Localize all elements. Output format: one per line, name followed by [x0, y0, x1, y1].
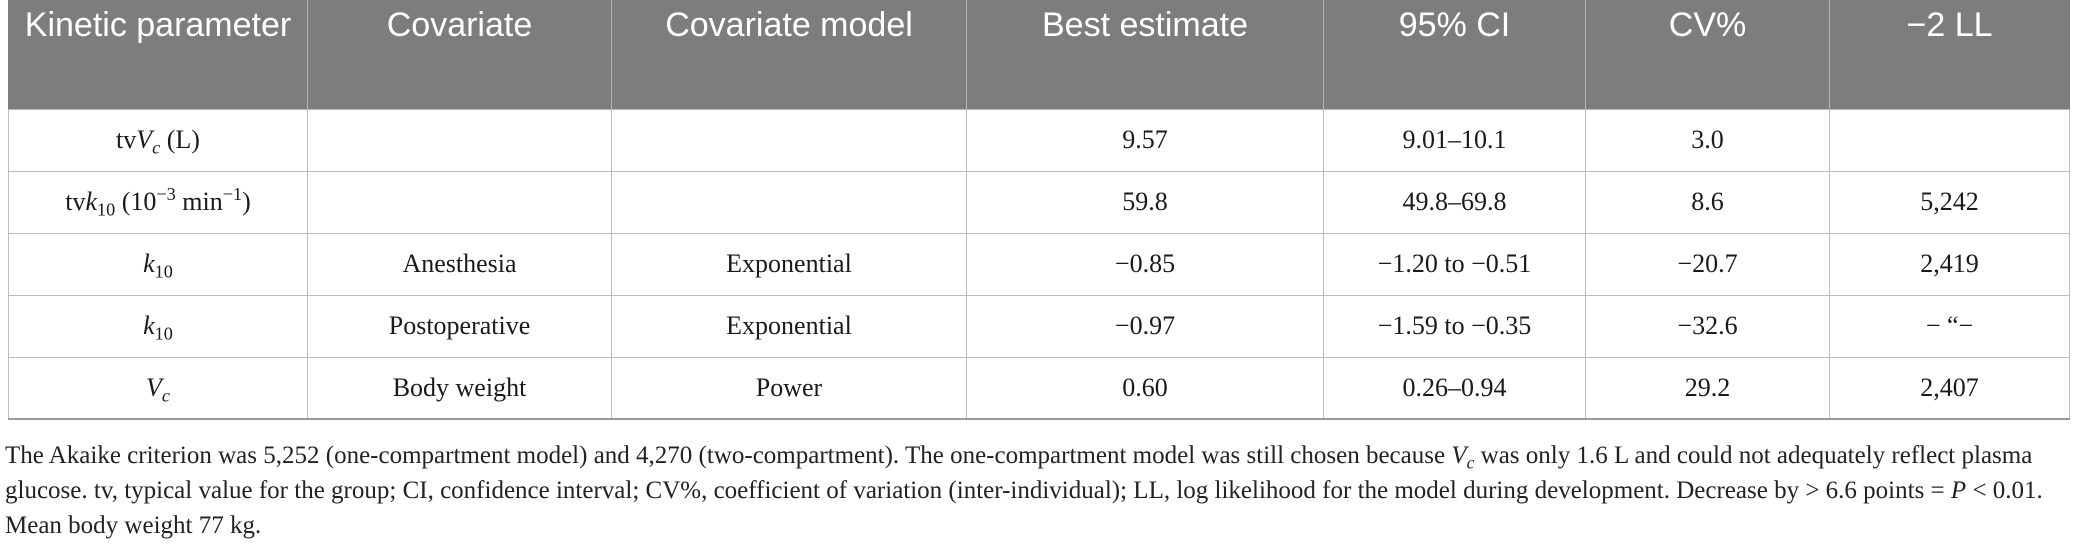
table-header: Kinetic parameter Covariate Covariate mo…	[8, 0, 2070, 110]
ll-cell: 5,242	[1829, 170, 2070, 234]
ci-cell: 0.26–0.94	[1323, 356, 1586, 420]
footnote-text: was only 1.6 L and could not adequately …	[5, 442, 2033, 504]
param-suffix: )	[242, 187, 251, 216]
covariate-cell	[307, 170, 612, 234]
param-suffix: (L)	[160, 125, 200, 154]
kinetic-parameter-cell: tvk10 (10−3 min−1)	[8, 170, 308, 234]
kinetic-parameter-cell: Vc	[8, 356, 308, 420]
footnote-text: The Akaike criterion was 5,252 (one-comp…	[5, 442, 1452, 469]
cv-cell: −20.7	[1585, 232, 1830, 296]
covariate-cell: Postoperative	[307, 294, 612, 358]
kinetic-parameter-cell: tvVc (L)	[8, 108, 308, 172]
pharmacokinetic-parameter-table: Kinetic parameter Covariate Covariate mo…	[8, 0, 2070, 420]
footnote-text: < 0.01. Mean body weight 77 kg.	[5, 477, 2043, 539]
kinetic-parameter-cell: k10	[8, 232, 308, 296]
best-estimate-cell: 59.8	[966, 170, 1324, 234]
param-suffix: min	[175, 187, 223, 216]
header-kinetic-parameter: Kinetic parameter	[8, 0, 308, 110]
table-row: tvk10 (10−3 min−1) 59.8 49.8–69.8 8.6 5,…	[8, 170, 2070, 234]
param-variable: V	[146, 372, 162, 402]
param-subscript: c	[161, 385, 170, 406]
header-covariate-model: Covariate model	[611, 0, 967, 110]
param-variable: k	[85, 187, 98, 216]
header-95-ci: 95% CI	[1323, 0, 1586, 110]
covariate-model-cell: Exponential	[611, 232, 967, 296]
best-estimate-cell: 9.57	[966, 108, 1324, 172]
header-row: Kinetic parameter Covariate Covariate mo…	[8, 0, 2070, 110]
table-row: k10 Anesthesia Exponential −0.85 −1.20 t…	[8, 232, 2070, 296]
covariate-model-cell: Exponential	[611, 294, 967, 358]
footnote-p-variable: P	[1950, 477, 1967, 504]
param-superscript: −1	[222, 184, 243, 204]
param-superscript: −3	[156, 184, 176, 204]
footnote-variable: V	[1451, 442, 1467, 469]
param-variable: V	[136, 125, 153, 154]
table-row: tvVc (L) 9.57 9.01–10.1 3.0	[8, 108, 2070, 172]
cv-cell: −32.6	[1585, 294, 1830, 358]
cv-cell: 29.2	[1585, 356, 1830, 420]
header-cv-percent: CV%	[1585, 0, 1830, 110]
cv-cell: 8.6	[1585, 170, 1830, 234]
ll-cell	[1829, 108, 2070, 172]
table-footnote: The Akaike criterion was 5,252 (one-comp…	[5, 438, 2069, 543]
param-subscript: 10	[97, 199, 116, 220]
covariate-model-cell	[611, 170, 967, 234]
cv-cell: 3.0	[1585, 108, 1830, 172]
covariate-model-cell: Power	[611, 356, 967, 420]
header-minus-2-ll: −2 LL	[1829, 0, 2070, 110]
ci-cell: −1.20 to −0.51	[1323, 232, 1586, 296]
ci-cell: 49.8–69.8	[1323, 170, 1586, 234]
param-variable: k	[143, 249, 155, 278]
param-variable: k	[143, 311, 155, 340]
pharmacokinetic-table-container: Kinetic parameter Covariate Covariate mo…	[8, 0, 2070, 420]
best-estimate-cell: −0.97	[966, 294, 1324, 358]
ci-cell: −1.59 to −0.35	[1323, 294, 1586, 358]
ll-cell: 2,419	[1829, 232, 2070, 296]
param-prefix: tv	[65, 187, 86, 216]
header-covariate: Covariate	[307, 0, 612, 110]
table-row: k10 Postoperative Exponential −0.97 −1.5…	[8, 294, 2070, 358]
table-row: Vc Body weight Power 0.60 0.26–0.94 29.2…	[8, 356, 2070, 420]
best-estimate-cell: −0.85	[966, 232, 1324, 296]
covariate-cell: Body weight	[307, 356, 612, 420]
footnote-subscript: c	[1466, 452, 1475, 473]
kinetic-parameter-cell: k10	[8, 294, 308, 358]
param-suffix: (10	[115, 187, 157, 216]
header-best-estimate: Best estimate	[966, 0, 1324, 110]
table-body: tvVc (L) 9.57 9.01–10.1 3.0 tvk10 (10−3 …	[8, 108, 2070, 420]
covariate-cell: Anesthesia	[307, 232, 612, 296]
best-estimate-cell: 0.60	[966, 356, 1324, 420]
ll-cell: 2,407	[1829, 356, 2070, 420]
covariate-cell	[307, 108, 612, 172]
param-prefix: tv	[116, 125, 137, 154]
param-subscript: c	[152, 137, 161, 158]
param-subscript: 10	[154, 261, 173, 282]
ci-cell: 9.01–10.1	[1323, 108, 1586, 172]
param-subscript: 10	[154, 323, 173, 344]
ll-cell: − “−	[1829, 294, 2070, 358]
covariate-model-cell	[611, 108, 967, 172]
